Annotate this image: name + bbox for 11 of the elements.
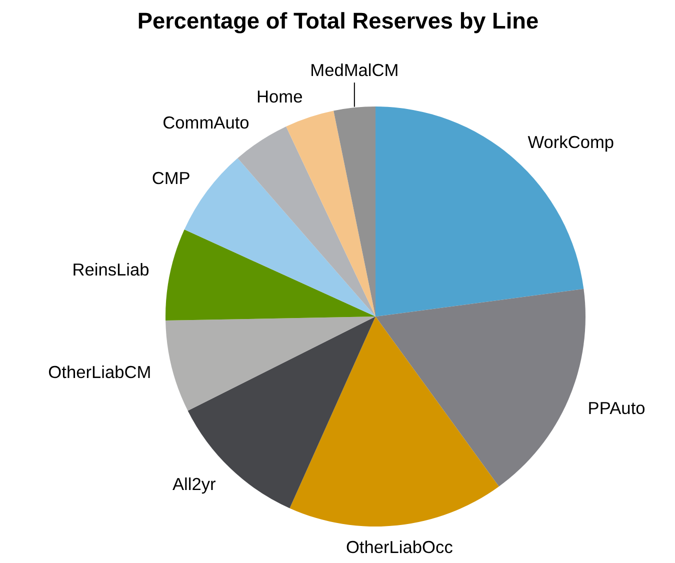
slice-label: OtherLiabOcc <box>346 537 454 558</box>
slice-label: Home <box>256 86 303 106</box>
chart-title: Percentage of Total Reserves by Line <box>137 8 539 34</box>
slice-label: CommAuto <box>162 112 250 132</box>
slice-label: MedMalCM <box>310 60 399 80</box>
slice-label: CMP <box>152 168 190 188</box>
slice-label: WorkComp <box>528 132 614 152</box>
slice-label: PPAuto <box>588 398 646 418</box>
slice-label: ReinsLiab <box>72 260 150 280</box>
slice-label: All2yr <box>172 474 216 494</box>
slice-label: OtherLiabCM <box>48 362 152 382</box>
